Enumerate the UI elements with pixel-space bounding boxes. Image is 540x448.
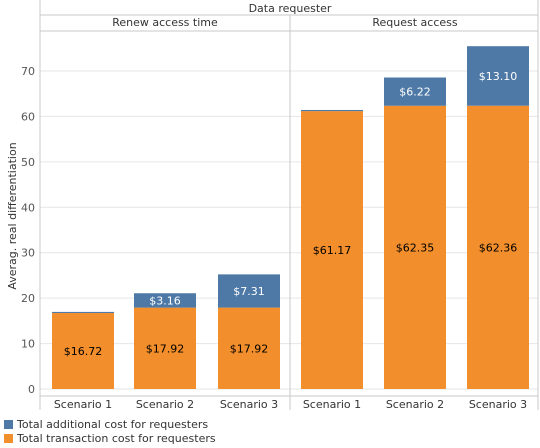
data-label-additional-cost: $7.31 bbox=[233, 285, 265, 298]
panel-header-request-access: Request access bbox=[372, 16, 458, 29]
legend-label-additional: Total additional cost for requesters bbox=[17, 418, 209, 431]
bar-additional-cost bbox=[384, 77, 446, 106]
y-tick-label: 30 bbox=[21, 247, 35, 260]
bar-additional-cost bbox=[301, 109, 363, 112]
bar-additional-cost bbox=[467, 46, 529, 106]
x-tick-label: Scenario 2 bbox=[136, 398, 194, 411]
data-label-additional-cost: $3.16 bbox=[149, 294, 181, 307]
legend-swatch-additional bbox=[4, 420, 13, 429]
legend-item-additional: Total additional cost for requesters bbox=[4, 418, 208, 431]
data-label-transaction-cost: $17.92 bbox=[230, 342, 269, 355]
bar-transaction-cost bbox=[52, 313, 114, 389]
data-label-additional-cost: $6.22 bbox=[399, 86, 431, 99]
data-label-transaction-cost: $62.35 bbox=[396, 241, 435, 254]
bar-transaction-cost bbox=[301, 111, 363, 389]
bar-additional-cost bbox=[52, 311, 114, 314]
data-label-transaction-cost: $62.36 bbox=[479, 241, 518, 254]
bar-transaction-cost bbox=[134, 307, 196, 389]
chart-title: Data requester bbox=[249, 2, 332, 15]
bar-additional-cost bbox=[134, 293, 196, 308]
x-tick-label: Scenario 3 bbox=[469, 398, 527, 411]
data-label-additional-cost: $13.10 bbox=[479, 70, 518, 83]
bar-transaction-cost bbox=[218, 307, 280, 389]
data-label-transaction-cost: $16.72 bbox=[64, 345, 103, 358]
bar-transaction-cost bbox=[467, 105, 529, 389]
y-tick-label: 50 bbox=[21, 156, 35, 169]
data-label-transaction-cost: $17.92 bbox=[146, 342, 185, 355]
legend-item-transaction: Total transaction cost for requesters bbox=[4, 432, 216, 445]
plot-area: 0 10 20 30 40 50 60 70 $16.72 Scenario 1 $17.92 $3.… bbox=[21, 0, 539, 411]
y-tick-label: 10 bbox=[21, 338, 35, 351]
y-tick-label: 40 bbox=[21, 201, 35, 214]
y-tick-label: 20 bbox=[21, 292, 35, 305]
x-tick-label: Scenario 2 bbox=[386, 398, 444, 411]
legend-label-transaction: Total transaction cost for requesters bbox=[17, 432, 216, 445]
y-tick-label: 0 bbox=[28, 383, 35, 396]
y-tick-label: 70 bbox=[21, 65, 35, 78]
y-tick-label: 60 bbox=[21, 110, 35, 123]
bar-additional-cost bbox=[218, 274, 280, 308]
bar-transaction-cost bbox=[384, 105, 446, 389]
x-tick-label: Scenario 1 bbox=[303, 398, 361, 411]
panel-header-renew-access-time: Renew access time bbox=[112, 16, 218, 29]
legend-swatch-transaction bbox=[4, 434, 13, 443]
x-tick-label: Scenario 1 bbox=[54, 398, 112, 411]
y-axis-label: Averag. real differentiation bbox=[6, 142, 19, 289]
x-tick-label: Scenario 3 bbox=[220, 398, 278, 411]
data-label-transaction-cost: $61.17 bbox=[313, 244, 352, 257]
